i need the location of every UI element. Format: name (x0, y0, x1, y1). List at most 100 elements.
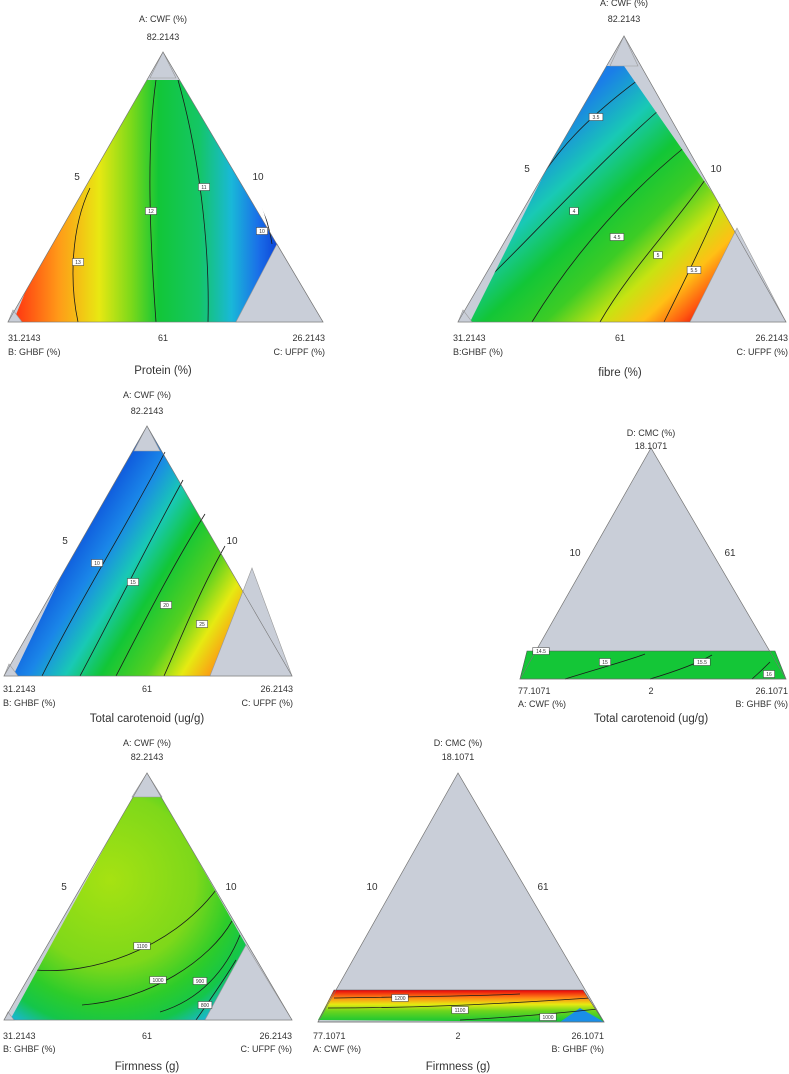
contour-line (531, 145, 687, 322)
infeasible-region (133, 425, 161, 452)
contour-field (10, 797, 246, 1020)
contour-label: 1100 (455, 1008, 466, 1014)
right-edge-tick: 61 (724, 548, 736, 559)
contour-label: 16 (766, 672, 772, 678)
contour-line (41, 451, 166, 676)
apex-axis-name: A: CWF (%) (123, 390, 171, 400)
contour-label-box (539, 1013, 557, 1021)
bottom-left-axis-name: B: GHBF (%) (3, 698, 56, 708)
contour-label-box (569, 207, 579, 215)
right-edge-tick: 61 (537, 882, 549, 893)
ternary-plot-2: 3.5 4 4.5 5 5.5 A: CWF (%) 82.2143 5 10 61 31.2143… (453, 0, 788, 379)
contour-label: 12 (148, 209, 154, 215)
ternary-plot-1: 13 12 11 10 A: CWF (%) 82.2143 5 10 61 31.2143 B: … (7, 14, 325, 377)
response-surface (519, 650, 787, 680)
bottom-left-value: 31.2143 (8, 333, 41, 343)
bottom-right-axis-name: C: UFPF (%) (241, 1044, 293, 1054)
contour-label-box (198, 183, 210, 191)
triangle-outline (3, 772, 293, 1021)
bottom-left-axis-name: B:GHBF (%) (453, 347, 503, 357)
bottom-left-axis-name: B: GHBF (%) (8, 347, 61, 357)
contour-label: 800 (201, 1003, 210, 1009)
contour-label-box (149, 976, 167, 984)
contour-line (115, 513, 206, 676)
bottom-right-value: 26.2143 (259, 1031, 292, 1041)
bottom-right-axis-name: B: GHBF (%) (735, 699, 788, 709)
contour-label: 5.5 (691, 268, 698, 274)
plot-title: Protein (%) (134, 365, 192, 377)
bottom-right-value: 26.1071 (571, 1031, 604, 1041)
right-edge-tick: 10 (710, 164, 722, 175)
apex-axis-value: 18.1071 (442, 752, 475, 762)
contour-line (177, 80, 209, 322)
triangle-outline (317, 772, 605, 1023)
contour-label: 15 (130, 580, 136, 586)
apex-axis-value: 82.2143 (147, 32, 180, 42)
contour-label-box (192, 977, 208, 985)
bottom-right-axis-name: C: UFPF (%) (737, 347, 789, 357)
contour-label: 10 (259, 229, 265, 235)
right-edge-tick: 10 (225, 882, 237, 893)
apex-axis-name: A: CWF (%) (123, 738, 171, 748)
ternary-plot-3: 10 15 20 25 A: CWF (%) 82.2143 5 10 61 31.2143 B: … (3, 390, 293, 725)
bottom-edge-tick: 61 (615, 333, 625, 343)
contour-line (564, 653, 646, 680)
bottom-left-axis-name: A: CWF (%) (313, 1044, 361, 1054)
bottom-left-axis-name: A: CWF (%) (518, 699, 566, 709)
response-surface (470, 66, 737, 322)
plot-title: fibre (%) (598, 367, 642, 379)
plot-title: Total carotenoid (ug/g) (594, 713, 709, 725)
left-edge-tick: 5 (524, 164, 530, 175)
contour-line (159, 934, 241, 1013)
contour-label-box (609, 233, 625, 241)
bottom-right-axis-name: B: GHBF (%) (551, 1044, 604, 1054)
contour-label: 1100 (137, 944, 148, 950)
blue-corner (560, 1008, 604, 1022)
bottom-edge-tick: 2 (648, 686, 653, 696)
bottom-left-value: 77.1071 (313, 1031, 346, 1041)
contour-line (599, 179, 706, 322)
response-surface (10, 797, 246, 1020)
bottom-edge-tick: 61 (158, 333, 168, 343)
contour-label: 25 (199, 622, 205, 628)
infeasible-region (131, 772, 163, 798)
bottom-right-value: 26.2143 (260, 684, 293, 694)
apex-axis-name: A: CWF (%) (139, 14, 187, 24)
contour-field (519, 650, 787, 680)
bottom-left-value: 31.2143 (3, 1031, 36, 1041)
triangle-region (519, 447, 787, 680)
right-edge-tick: 10 (252, 172, 264, 183)
triangle-outline (519, 447, 787, 680)
bottom-right-axis-name: C: UFPF (%) (242, 698, 294, 708)
infeasible-region (609, 35, 639, 67)
contour-label-box (391, 994, 409, 1002)
contour-label-box (145, 207, 157, 215)
contour-label-box (451, 1006, 469, 1014)
contour-label: 15.5 (697, 660, 707, 666)
triangle-outline (7, 51, 324, 323)
left-edge-tick: 10 (569, 548, 581, 559)
contour-label: 4 (573, 209, 576, 215)
ternary-plot-5: 1100 1000 900 800 A: CWF (%) 82.2143 5 10 61 31.2… (3, 738, 293, 1073)
triangle-outline (3, 425, 293, 677)
contour-line (35, 889, 217, 971)
apex-axis-value: 82.2143 (131, 406, 164, 416)
bottom-left-value: 77.1071 (518, 686, 551, 696)
contour-label: 10 (94, 561, 100, 567)
apex-axis-value: 82.2143 (608, 14, 641, 24)
contour-line (751, 661, 771, 680)
response-surface (13, 426, 252, 676)
contour-label-box (532, 647, 550, 655)
triangle-outline (457, 35, 787, 323)
contour-label-box (693, 658, 711, 666)
bottom-edge-tick: 61 (142, 684, 152, 694)
contour-label-box (72, 258, 84, 266)
contour-label-box (196, 620, 208, 628)
ternary-plot-6: 1200 1100 1000 D: CMC (%) 18.1071 10 61 2 77.107… (313, 738, 605, 1073)
left-edge-tick: 5 (61, 882, 67, 893)
bottom-right-value: 26.2143 (755, 333, 788, 343)
contour-line (333, 993, 521, 999)
apex-axis-name: D: CMC (%) (627, 428, 676, 438)
contour-field (318, 990, 604, 1022)
